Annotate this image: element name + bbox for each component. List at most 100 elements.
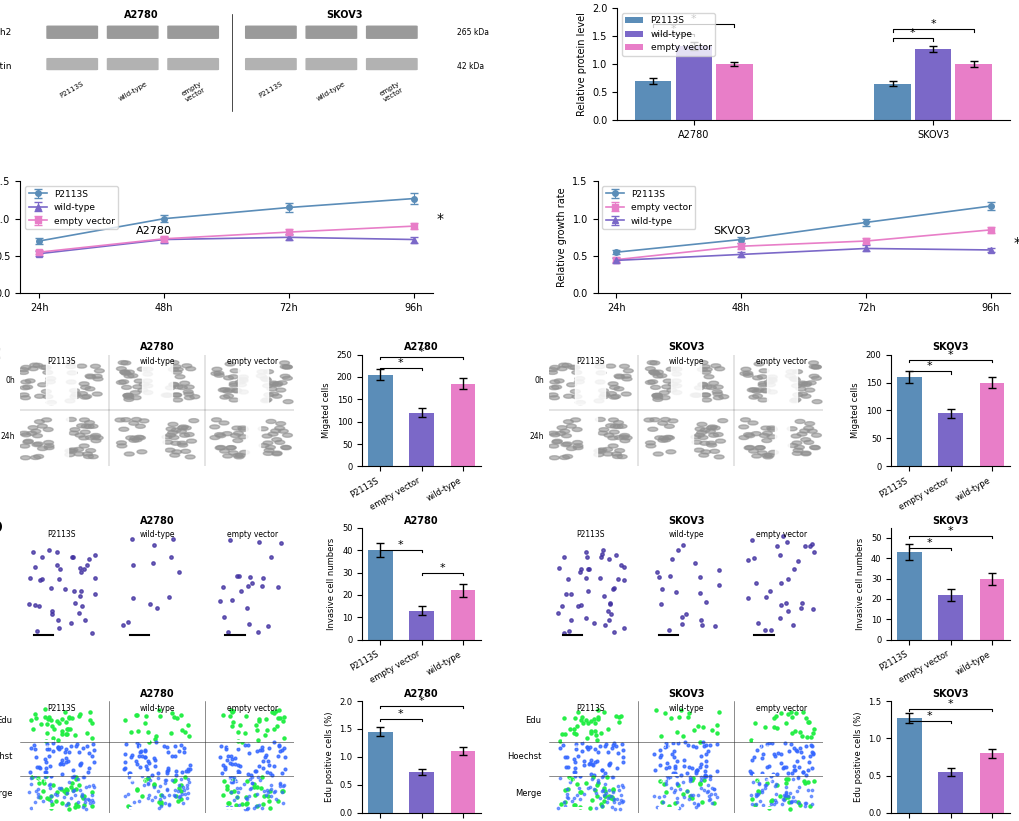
- Point: [116, 763, 132, 776]
- Point: [226, 758, 243, 771]
- Circle shape: [605, 364, 615, 368]
- Circle shape: [271, 438, 281, 442]
- Point: [262, 766, 278, 779]
- Point: [123, 749, 140, 762]
- Point: [669, 779, 686, 792]
- Point: [71, 589, 88, 603]
- Point: [579, 585, 595, 598]
- Point: [76, 792, 93, 805]
- Point: [597, 790, 613, 803]
- Point: [215, 789, 231, 802]
- Point: [693, 618, 709, 631]
- Point: [121, 766, 138, 779]
- Point: [68, 737, 85, 750]
- Circle shape: [790, 378, 800, 382]
- Point: [691, 761, 707, 774]
- Text: SKOV3: SKOV3: [667, 516, 704, 525]
- Point: [798, 730, 814, 743]
- Circle shape: [190, 395, 200, 399]
- Circle shape: [172, 370, 181, 374]
- Point: [271, 777, 287, 790]
- Point: [242, 773, 258, 786]
- Point: [779, 766, 795, 779]
- Point: [802, 731, 818, 744]
- Point: [26, 739, 43, 752]
- Circle shape: [739, 436, 748, 439]
- Point: [68, 797, 85, 810]
- Point: [75, 741, 92, 754]
- Circle shape: [263, 369, 273, 374]
- Point: [591, 572, 607, 585]
- Point: [84, 788, 100, 801]
- Point: [761, 585, 777, 598]
- Circle shape: [169, 383, 178, 387]
- Point: [133, 749, 150, 762]
- Point: [775, 790, 792, 803]
- Point: [785, 618, 801, 631]
- Point: [243, 782, 259, 795]
- Point: [244, 777, 260, 790]
- Point: [667, 585, 684, 598]
- Point: [776, 596, 793, 609]
- Point: [251, 759, 267, 773]
- Text: empty vector: empty vector: [227, 704, 278, 713]
- Point: [215, 774, 231, 787]
- Circle shape: [92, 392, 102, 396]
- Point: [677, 736, 693, 749]
- Text: empty vector: empty vector: [755, 357, 806, 366]
- Circle shape: [697, 435, 707, 439]
- Point: [754, 747, 770, 760]
- Point: [128, 709, 145, 722]
- Bar: [978, 753, 1004, 813]
- Circle shape: [123, 397, 133, 401]
- Circle shape: [69, 388, 79, 392]
- Circle shape: [549, 380, 559, 384]
- Point: [22, 771, 39, 784]
- Text: Hoechst: Hoechst: [0, 752, 12, 761]
- Circle shape: [143, 379, 152, 383]
- Point: [749, 789, 765, 802]
- Point: [179, 782, 196, 795]
- Circle shape: [47, 401, 56, 405]
- Circle shape: [607, 382, 618, 386]
- Point: [254, 741, 270, 754]
- Text: P2113S: P2113S: [576, 704, 604, 713]
- Point: [71, 709, 88, 722]
- Point: [128, 782, 145, 796]
- Legend: P2113S, wild-type, empty vector: P2113S, wild-type, empty vector: [622, 12, 714, 56]
- Point: [255, 798, 271, 811]
- Text: P2113S: P2113S: [47, 704, 75, 713]
- Circle shape: [608, 395, 619, 399]
- Circle shape: [131, 396, 141, 400]
- Point: [692, 781, 708, 794]
- Point: [260, 619, 276, 632]
- Point: [239, 802, 256, 815]
- Circle shape: [760, 426, 770, 430]
- Point: [52, 562, 68, 576]
- Point: [805, 774, 821, 787]
- Point: [796, 800, 812, 813]
- Circle shape: [801, 382, 811, 386]
- Circle shape: [177, 443, 187, 447]
- Text: wild-type: wild-type: [316, 80, 346, 102]
- Circle shape: [622, 436, 632, 440]
- Y-axis label: Invasive cell numbers: Invasive cell numbers: [856, 538, 864, 630]
- Point: [779, 605, 795, 618]
- Point: [266, 722, 282, 736]
- Circle shape: [621, 392, 631, 396]
- Circle shape: [280, 445, 290, 449]
- Point: [72, 585, 89, 598]
- Point: [177, 770, 194, 783]
- Point: [614, 750, 631, 764]
- Circle shape: [175, 374, 184, 378]
- Circle shape: [266, 420, 276, 424]
- Circle shape: [258, 427, 268, 431]
- Point: [142, 598, 158, 611]
- Point: [662, 782, 679, 795]
- Point: [217, 763, 233, 776]
- Point: [566, 765, 582, 778]
- Point: [690, 797, 706, 810]
- Circle shape: [26, 431, 37, 435]
- Point: [231, 718, 248, 732]
- Point: [85, 737, 101, 750]
